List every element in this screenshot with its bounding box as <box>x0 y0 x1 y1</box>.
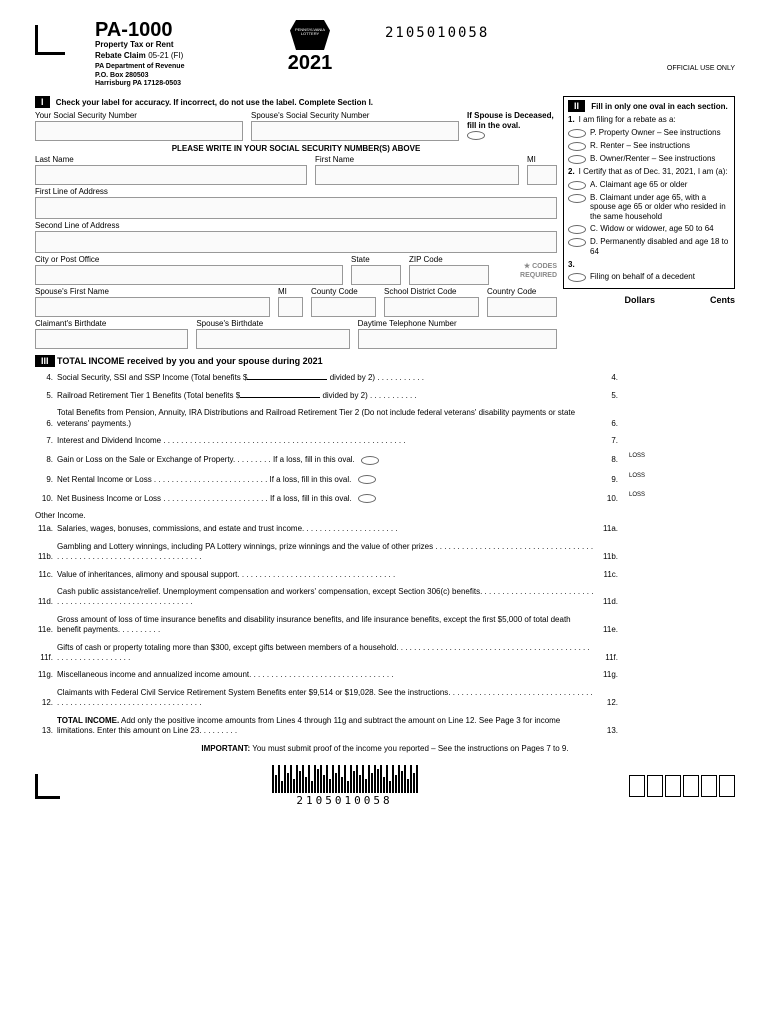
opt-d-oval[interactable] <box>568 238 586 247</box>
spouse-bd-field: Spouse's Birthdate <box>196 319 349 349</box>
county-code-field: County Code <box>311 287 376 317</box>
important-note: IMPORTANT: You must submit proof of the … <box>35 744 735 753</box>
line-11b: 11b. Gambling and Lottery winnings, incl… <box>35 542 735 563</box>
subtitle2: Rebate Claim <box>95 51 146 60</box>
other-income-label: Other Income. <box>35 511 735 520</box>
lottery-logo-icon <box>290 20 330 50</box>
line8-loss-oval[interactable] <box>361 456 379 465</box>
line9-loss-oval[interactable] <box>358 475 376 484</box>
city-field: City or Post Office <box>35 255 343 285</box>
ssn-note: PLEASE WRITE IN YOUR SOCIAL SECURITY NUM… <box>35 144 557 153</box>
mi-input[interactable] <box>527 165 557 185</box>
line-11c: 11c. Value of inheritances, alimony and … <box>35 570 735 580</box>
line-11d: 11d. Cash public assistance/relief. Unem… <box>35 587 735 608</box>
footer-barcode: 2105010058 <box>272 765 418 807</box>
first-name-field: First Name <box>315 155 519 185</box>
your-ssn-field: Your Social Security Number <box>35 111 243 141</box>
official-use-label: OFFICIAL USE ONLY <box>489 65 735 72</box>
title-block: PA-1000 Property Tax or Rent Rebate Clai… <box>95 20 275 88</box>
form-id: PA-1000 <box>95 20 275 40</box>
opt-a-oval[interactable] <box>568 181 586 190</box>
line-6: 6. Total Benefits from Pension, Annuity,… <box>35 408 735 429</box>
addr2-field: Second Line of Address <box>35 221 557 253</box>
school-code-input[interactable] <box>384 297 479 317</box>
claimant-bd-input[interactable] <box>35 329 188 349</box>
section2-box: II Fill in only one oval in each section… <box>563 96 735 289</box>
footer-barcode-text: 2105010058 <box>296 794 392 807</box>
line-12: 12. Claimants with Federal Civil Service… <box>35 688 735 709</box>
corner-mark-tl <box>35 25 65 55</box>
dept-addr: PA Department of Revenue P.O. Box 280503… <box>95 63 275 88</box>
header-barcode-number: 2105010058 <box>385 25 489 41</box>
spouse-deceased-oval[interactable] <box>467 131 485 140</box>
line-4: 4. Social Security, SSI and SSP Income (… <box>35 373 735 383</box>
line-11a: 11a. Salaries, wages, bonuses, commissio… <box>35 524 735 534</box>
zip-input[interactable] <box>409 265 489 285</box>
section1-bar: I <box>35 96 50 108</box>
country-code-input[interactable] <box>487 297 557 317</box>
county-code-input[interactable] <box>311 297 376 317</box>
opt-c-oval[interactable] <box>568 225 586 234</box>
state-field: State <box>351 255 401 285</box>
line-5: 5. Railroad Retirement Tier 1 Benefits (… <box>35 391 735 401</box>
dollars-cents-header: Dollars Cents <box>563 295 735 305</box>
spouse-first-input[interactable] <box>35 297 270 317</box>
subtitle1: Property Tax or Rent <box>95 40 275 50</box>
phone-input[interactable] <box>358 329 557 349</box>
first-name-input[interactable] <box>315 165 519 185</box>
opt-p-oval[interactable] <box>568 129 586 138</box>
page-boxes <box>629 775 735 797</box>
school-code-field: School District Code <box>384 287 479 317</box>
line-7: 7. Interest and Dividend Income . . . . … <box>35 436 735 446</box>
tax-year: 2021 <box>275 52 345 75</box>
addr1-field: First Line of Address <box>35 187 557 219</box>
section1-header: I Check your label for accuracy. If inco… <box>35 96 557 108</box>
spouse-bd-input[interactable] <box>196 329 349 349</box>
addr2-input[interactable] <box>35 231 557 253</box>
spouse-first-field: Spouse's First Name <box>35 287 270 317</box>
logo-year-block: 2021 <box>275 20 345 75</box>
phone-field: Daytime Telephone Number <box>358 319 557 349</box>
spouse-ssn-input[interactable] <box>251 121 459 141</box>
your-ssn-input[interactable] <box>35 121 243 141</box>
mi2-input[interactable] <box>278 297 303 317</box>
section2-bar: II <box>568 100 585 112</box>
country-code-field: Country Code <box>487 287 557 317</box>
line-11f: 11f. Gifts of cash or property totaling … <box>35 643 735 664</box>
mi-field: MI <box>527 155 557 185</box>
opt-r-oval[interactable] <box>568 142 586 151</box>
codes-required-label: ★ CODES REQUIRED <box>497 255 557 285</box>
section3: III TOTAL INCOME received by you and you… <box>35 355 735 736</box>
opt-b-oval[interactable] <box>568 155 586 164</box>
section3-title: TOTAL INCOME received by you and your sp… <box>57 356 323 366</box>
form-footer: 2105010058 <box>35 765 735 807</box>
form-header: PA-1000 Property Tax or Rent Rebate Clai… <box>35 20 735 88</box>
line-11e: 11e. Gross amount of loss of time insura… <box>35 615 735 636</box>
opt-b2-oval[interactable] <box>568 194 586 203</box>
zip-field: ZIP Code <box>409 255 489 285</box>
state-input[interactable] <box>351 265 401 285</box>
claimant-bd-field: Claimant's Birthdate <box>35 319 188 349</box>
spouse-ssn-field: Spouse's Social Security Number <box>251 111 459 141</box>
opt-decedent-oval[interactable] <box>568 273 586 282</box>
last-name-field: Last Name <box>35 155 307 185</box>
spouse-deceased-block: If Spouse is Deceased, fill in the oval. <box>467 111 557 141</box>
corner-mark-bl <box>35 774 60 799</box>
barcode-bars-icon <box>272 765 418 793</box>
addr1-input[interactable] <box>35 197 557 219</box>
revision: 05-21 (FI) <box>148 51 183 60</box>
last-name-input[interactable] <box>35 165 307 185</box>
line-11g: 11g. Miscellaneous income and annualized… <box>35 670 735 680</box>
line-13: 13. TOTAL INCOME. Add only the positive … <box>35 716 735 737</box>
mi2-field: MI <box>278 287 303 317</box>
city-input[interactable] <box>35 265 343 285</box>
line10-loss-oval[interactable] <box>358 494 376 503</box>
section3-bar: III <box>35 355 55 367</box>
